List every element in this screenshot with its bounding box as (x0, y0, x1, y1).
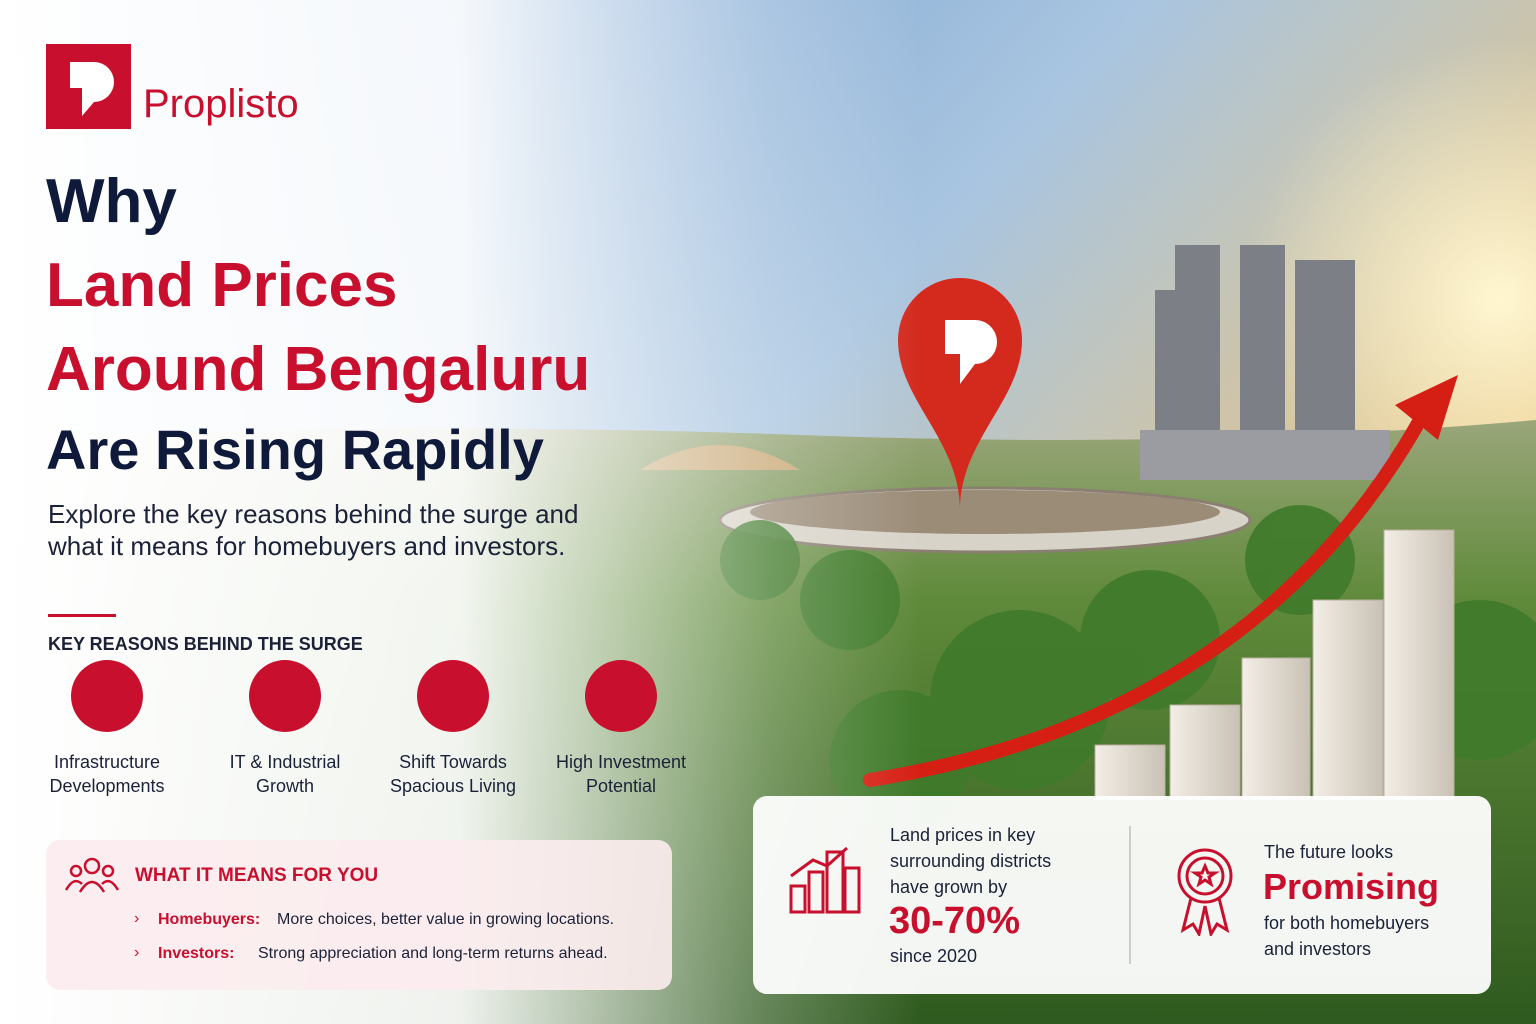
stats-figure: 30-70% (889, 900, 1020, 942)
reason: Shift Towards Spacious Living (373, 660, 533, 798)
reason-label: Shift Towards Spacious Living (389, 752, 517, 796)
logo-mark (46, 44, 131, 129)
stats-card: Land prices in key surrounding districts… (753, 796, 1491, 994)
meaning-label: Homebuyers: (158, 911, 261, 928)
brand-name: Proplisto (143, 82, 299, 126)
award-icon (1177, 848, 1233, 936)
reason-icon (417, 660, 489, 732)
chevron: › (134, 944, 140, 961)
reason: IT & Industrial Growth (205, 660, 365, 798)
meaning-heading: WHAT IT MEANS FOR YOU (135, 865, 379, 886)
title-line: Why (46, 167, 177, 236)
stats-text: Land prices in key surrounding districts… (890, 825, 1052, 897)
card-divider (1129, 826, 1131, 964)
reason-label: IT & Industrial Growth (229, 752, 341, 796)
people-icon (64, 857, 120, 893)
future-lead: The future looks (1264, 842, 1394, 862)
reason-icon (71, 660, 143, 732)
section-heading: KEY REASONS BEHIND THE SURGE (48, 634, 363, 654)
subtitle: Explore the key reasons behind the surge… (48, 499, 579, 561)
reason: High Investment Potential (541, 660, 701, 798)
meaning-card: WHAT IT MEANS FOR YOU › Homebuyers: More… (46, 840, 672, 990)
buildings-icon (789, 846, 861, 914)
future-tail: for both homebuyers and investors (1264, 913, 1430, 959)
reason: Infrastructure Developments (27, 660, 187, 798)
chevron: › (134, 910, 140, 927)
meaning-label: Investors: (158, 945, 235, 962)
reason-icon (585, 660, 657, 732)
future-highlight: Promising (1263, 866, 1440, 907)
stats-since: since 2020 (890, 946, 978, 966)
meaning-text: More choices, better value in growing lo… (277, 911, 615, 928)
logo-icon (70, 62, 114, 116)
reason-label: Infrastructure Developments (49, 752, 165, 796)
reason-label: High Investment Potential (555, 752, 687, 796)
divider (48, 614, 116, 617)
title-line: Around Bengaluru (46, 335, 591, 404)
meaning-text: Strong appreciation and long-term return… (258, 945, 608, 962)
title-line: Are Rising Rapidly (46, 418, 544, 481)
title-line: Land Prices (46, 251, 398, 320)
reason-icon (249, 660, 321, 732)
